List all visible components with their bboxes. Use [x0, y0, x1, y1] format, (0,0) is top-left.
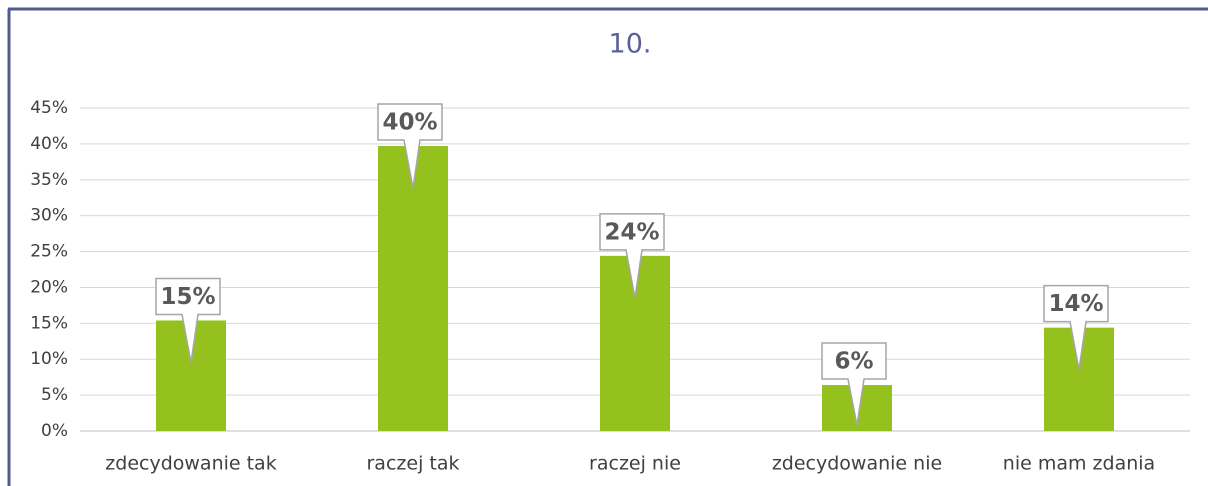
data-label: 24% — [604, 219, 659, 245]
callout — [377, 103, 443, 189]
y-tick-label: 35% — [30, 170, 68, 190]
chart-title: 10. — [609, 29, 652, 60]
data-label: 14% — [1048, 291, 1103, 317]
y-tick-label: 15% — [30, 313, 68, 333]
data-label: 6% — [834, 349, 873, 375]
x-tick-label: nie mam zdania — [1003, 453, 1155, 475]
callout — [599, 213, 665, 299]
callout — [155, 277, 221, 363]
bar — [378, 146, 448, 431]
y-tick-label: 40% — [30, 134, 68, 154]
x-tick-label: raczej nie — [589, 453, 681, 475]
x-tick-label: zdecydowanie tak — [105, 453, 276, 475]
data-label: 40% — [382, 110, 437, 136]
y-tick-label: 20% — [30, 277, 68, 297]
y-tick-label: 30% — [30, 206, 68, 226]
callout — [1043, 284, 1109, 370]
y-tick-label: 10% — [30, 349, 68, 369]
data-label: 15% — [160, 284, 215, 310]
y-tick-label: 0% — [41, 421, 68, 441]
callout — [821, 342, 887, 426]
y-tick-label: 45% — [30, 98, 68, 118]
y-tick-label: 5% — [41, 385, 68, 405]
x-tick-label: raczej tak — [367, 453, 460, 475]
y-tick-label: 25% — [30, 242, 68, 262]
x-tick-label: zdecydowanie nie — [772, 453, 942, 475]
